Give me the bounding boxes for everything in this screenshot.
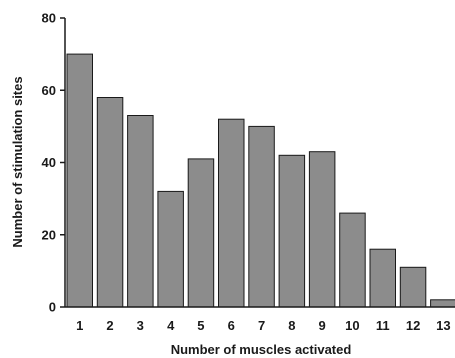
bar-4 — [157, 190, 184, 308]
y-tick-label: 0 — [49, 300, 56, 315]
x-tick-label: 9 — [318, 318, 325, 333]
x-tick-label: 2 — [106, 318, 113, 333]
x-tick-label: 12 — [406, 318, 420, 333]
x-tick-label: 5 — [197, 318, 204, 333]
bar-9 — [308, 151, 336, 308]
x-tick-label: 6 — [228, 318, 235, 333]
bar-7 — [248, 125, 275, 308]
y-tick-label: 60 — [42, 83, 56, 98]
x-tick-label: 3 — [137, 318, 144, 333]
bar-2 — [96, 97, 124, 308]
y-tick-label: 80 — [42, 11, 56, 26]
bar-3 — [127, 115, 154, 308]
x-tick-label: 8 — [288, 318, 295, 333]
bar-1 — [66, 53, 93, 308]
x-tick-label: 7 — [258, 318, 265, 333]
x-tick-label: 1 — [76, 318, 83, 333]
bar-12 — [399, 266, 427, 308]
x-tick-label: 13 — [436, 318, 450, 333]
bar-8 — [278, 154, 306, 308]
x-tick-label: 10 — [345, 318, 359, 333]
y-axis-title: Number of stimulation sites — [10, 76, 25, 247]
bar-13 — [430, 299, 455, 308]
bars-group — [66, 53, 455, 308]
bar-6 — [218, 118, 245, 308]
y-tick-label: 20 — [42, 227, 56, 242]
x-tick-label: 4 — [167, 318, 175, 333]
x-tick-label: 11 — [376, 318, 390, 333]
y-tick-label: 40 — [42, 155, 56, 170]
x-axis-title: Number of muscles activated — [171, 342, 352, 357]
x-axis: 1 2 3 4 5 6 7 8 9 10 11 12 13 — [65, 306, 455, 333]
bar-10 — [339, 212, 366, 308]
y-axis: 0 20 40 60 80 — [42, 11, 66, 315]
bar-11 — [369, 248, 396, 308]
bar-5 — [187, 158, 215, 308]
